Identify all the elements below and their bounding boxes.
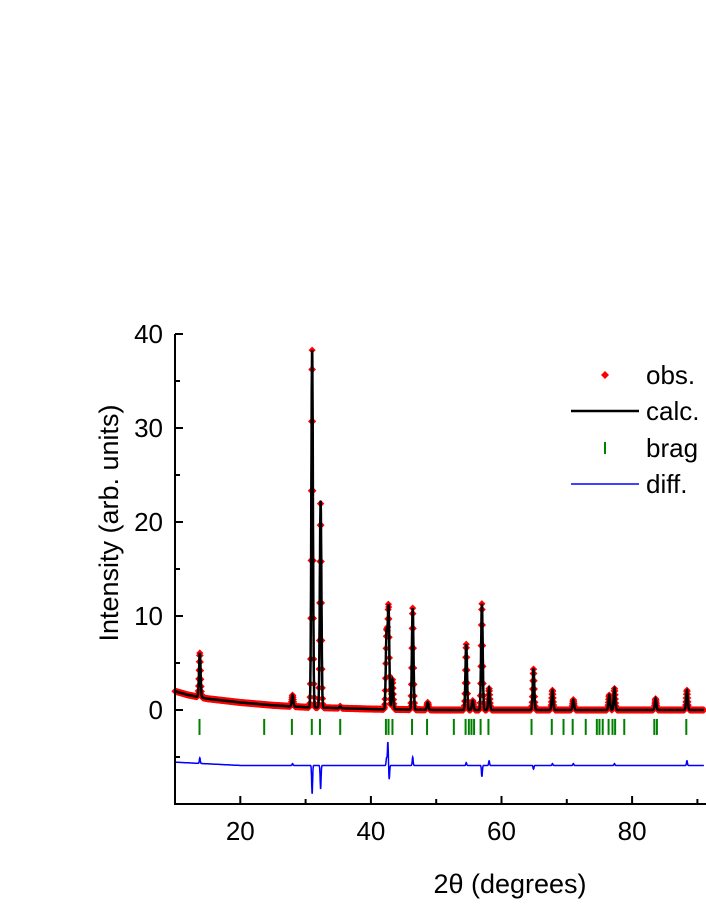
diff-line xyxy=(175,741,704,794)
y-tick-label: 0 xyxy=(149,695,163,725)
y-tick-label: 30 xyxy=(134,413,163,443)
calc-line xyxy=(174,350,704,712)
x-tick-label: 40 xyxy=(356,816,385,846)
legend-calc-label: calc. xyxy=(646,396,699,426)
legend: obs. calc. brag diff. xyxy=(571,360,699,499)
legend-bragg-label: brag xyxy=(646,433,698,463)
y-tick-label: 40 xyxy=(134,319,163,349)
plot-area xyxy=(171,346,706,794)
x-axis-title: 2θ (degrees) xyxy=(433,869,586,899)
y-tick-label: 10 xyxy=(134,601,163,631)
x-tick-label: 60 xyxy=(487,816,516,846)
y-axis-title: Intensity (arb. units) xyxy=(94,404,124,641)
x-tick-label: 80 xyxy=(618,816,647,846)
y-tick-label: 20 xyxy=(134,507,163,537)
legend-diff-label: diff. xyxy=(646,469,687,499)
x-tick-label: 20 xyxy=(226,816,255,846)
legend-obs-label: obs. xyxy=(646,360,695,390)
obs-series xyxy=(171,346,706,714)
axes: 0 10 20 30 40 20 40 60 80 xyxy=(134,319,706,846)
legend-obs-marker xyxy=(601,371,609,379)
bragg-series xyxy=(198,718,688,735)
